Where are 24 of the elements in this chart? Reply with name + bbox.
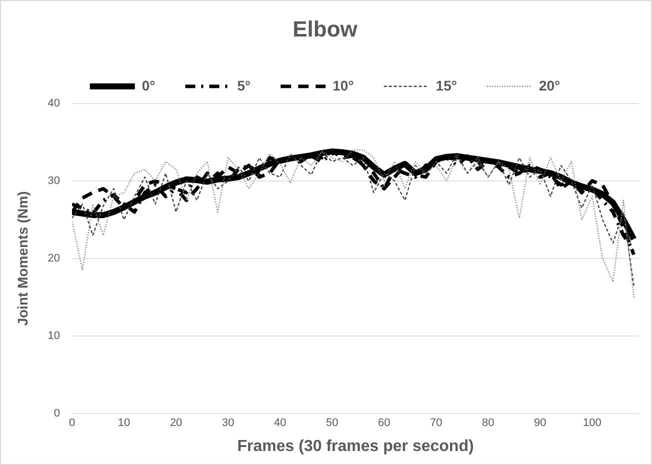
chart-title: Elbow bbox=[292, 16, 358, 42]
x-tick-label: 50 bbox=[326, 417, 338, 430]
legend-label: 20° bbox=[538, 77, 560, 94]
y-tick-label: 40 bbox=[48, 97, 60, 110]
x-tick-label: 70 bbox=[430, 417, 442, 430]
x-tick-label: 80 bbox=[482, 417, 494, 430]
x-tick-label: 100 bbox=[583, 417, 602, 430]
x-tick-label: 0 bbox=[68, 417, 76, 430]
x-tick-label: 90 bbox=[534, 417, 546, 430]
x-tick-label: 10 bbox=[118, 417, 130, 430]
legend-label: 10° bbox=[332, 77, 354, 94]
x-tick-label: 20 bbox=[170, 417, 182, 430]
legend-label: 5° bbox=[237, 77, 251, 94]
y-tick-label: 20 bbox=[48, 252, 60, 265]
x-tick-label: 30 bbox=[222, 417, 234, 430]
legend-label: 15° bbox=[436, 77, 457, 94]
y-axis-title: Joint Moments (Nm) bbox=[14, 191, 30, 326]
x-tick-label: 40 bbox=[274, 417, 286, 430]
y-tick-label: 10 bbox=[48, 330, 60, 342]
y-tick-label: 0 bbox=[54, 408, 60, 420]
legend-label: 0° bbox=[142, 77, 156, 94]
x-tick-label: 60 bbox=[378, 417, 390, 430]
x-axis-title: Frames (30 frames per second) bbox=[237, 438, 474, 455]
y-tick-label: 30 bbox=[48, 174, 60, 187]
